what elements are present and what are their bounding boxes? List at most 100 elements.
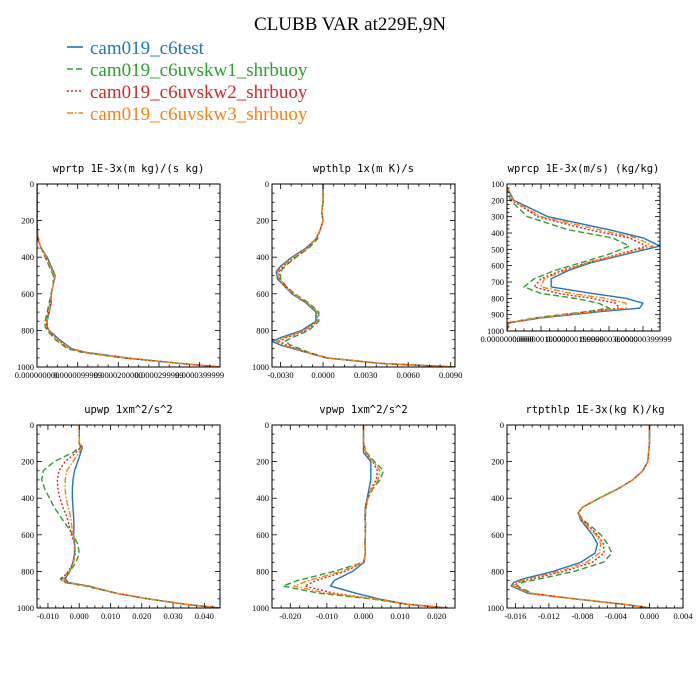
y-tick-label: 0 <box>30 179 34 189</box>
series-line-2 <box>40 425 220 608</box>
plot-frame <box>36 183 221 368</box>
y-tick-label: 200 <box>491 457 504 467</box>
panel-title: vpwp 1xm^2/s^2 <box>319 404 408 416</box>
x-tick-label: 0.0030 <box>354 370 377 380</box>
x-tick-label: 0.000 <box>354 611 373 621</box>
x-tick-label: -0.012 <box>538 611 560 621</box>
x-tick-label: 0.0000200000 <box>94 370 143 380</box>
x-tick-label: -0.0030 <box>267 370 293 380</box>
x-tick-label: -0.004 <box>605 611 628 621</box>
x-tick-label: 0.000000399999 <box>614 334 671 344</box>
panel-title: wprcp 1E-3x(m/s) (kg/kg) <box>508 163 660 175</box>
figure-title: CLUBB VAR at229E,9N <box>254 14 446 35</box>
x-tick-label: 0.020 <box>132 611 151 621</box>
series-group <box>40 425 220 608</box>
y-tick-label: 400 <box>491 228 504 238</box>
series-line-3 <box>304 425 448 608</box>
y-tick-label: 400 <box>21 493 34 503</box>
y-tick-label: 600 <box>21 530 34 540</box>
y-tick-label: 1000 <box>17 362 34 372</box>
x-tick-label: 0.0000299999 <box>135 370 184 380</box>
series-line-4 <box>62 425 220 608</box>
x-tick-label: 0.000000300000 <box>580 334 637 344</box>
series-line-4 <box>512 425 651 608</box>
y-tick-label: 700 <box>491 277 504 287</box>
series-line-3 <box>513 425 651 608</box>
panel-6: rtpthlp 1E-3x(kg K)/kg02004006008001000-… <box>487 404 693 621</box>
legend-label-2: cam019_c6uvskw1_shrbuoy <box>90 60 308 81</box>
y-tick-label: 200 <box>256 457 269 467</box>
y-tick-label: 800 <box>21 566 34 576</box>
x-tick-label: 0.0090 <box>439 370 462 380</box>
y-tick-label: 400 <box>491 493 504 503</box>
panel-3: wprcp 1E-3x(m/s) (kg/kg) 100 200 300 400 500 6… <box>480 163 671 344</box>
x-tick-label: -0.020 <box>279 611 301 621</box>
series-line-4 <box>507 186 654 331</box>
y-tick-label: 0 <box>30 420 34 430</box>
y-tick-label: 1000 <box>487 603 504 613</box>
x-tick-label: 0.000 <box>640 611 659 621</box>
series-group <box>507 186 660 331</box>
y-tick-label: 400 <box>256 252 269 262</box>
series-line-1 <box>507 186 660 331</box>
series-line-2 <box>279 184 455 367</box>
y-tick-label: 600 <box>256 530 269 540</box>
plot-frame <box>271 183 456 368</box>
y-tick-label: 800 <box>491 293 504 303</box>
series-line-1 <box>37 184 220 367</box>
series-group <box>282 425 448 608</box>
series-line-1 <box>64 425 220 608</box>
x-tick-label: 0.000000000 <box>15 370 60 380</box>
x-tick-label: 0.0000 <box>311 370 334 380</box>
x-tick-label: 0.0000099999 <box>53 370 102 380</box>
x-tick-label: 0.000000100000 <box>512 334 569 344</box>
y-tick-label: 600 <box>256 289 269 299</box>
y-tick-label: 400 <box>256 493 269 503</box>
y-tick-label: 800 <box>256 325 269 335</box>
y-tick-label: 400 <box>21 252 34 262</box>
series-line-2 <box>507 187 631 331</box>
x-tick-label: -0.010 <box>316 611 338 621</box>
y-tick-label: 600 <box>491 261 504 271</box>
x-tick-label: -0.010 <box>37 611 59 621</box>
y-tick-label: 200 <box>256 216 269 226</box>
panel-title: upwp 1xm^2/s^2 <box>84 404 173 416</box>
x-tick-label: 0.00000000000 <box>480 334 533 344</box>
y-tick-label: 800 <box>491 566 504 576</box>
x-tick-label: 0.000 <box>70 611 89 621</box>
panel-4: upwp 1xm^2/s^2 0 200 400 600 800 1000-0.010 0.0… <box>17 404 221 621</box>
x-tick-label: 0.040 <box>195 611 214 621</box>
y-tick-label: 0 <box>265 179 269 189</box>
series-line-2 <box>516 425 651 608</box>
legend-label-4: cam019_c6uvskw3_shrbuoy <box>90 104 308 125</box>
panels: wprtp 1E-3x(m kg)/(s kg) 0 200 400 600 800 100… <box>15 163 694 621</box>
panel-1: wprtp 1E-3x(m kg)/(s kg) 0 200 400 600 800 100… <box>15 163 224 380</box>
y-tick-label: 200 <box>21 457 34 467</box>
x-tick-label: 0.010 <box>391 611 410 621</box>
x-tick-label: 0.030 <box>164 611 183 621</box>
x-tick-label: 0.004 <box>673 611 693 621</box>
y-tick-label: 1000 <box>252 362 269 372</box>
y-tick-label: 600 <box>491 530 504 540</box>
y-tick-label: 0 <box>500 420 504 430</box>
panel-title: rtpthlp 1E-3x(kg K)/kg <box>525 404 664 416</box>
legend-label-1: cam019_c6test <box>90 38 205 59</box>
y-tick-label: 1000 <box>17 603 34 613</box>
y-tick-label: 200 <box>491 195 504 205</box>
panel-5: vpwp 1xm^2/s^2 0 200 400 600 800 1000 -0.020 -0.… <box>252 404 456 621</box>
series-group <box>510 425 651 608</box>
x-tick-label: 0.010 <box>101 611 120 621</box>
panel-title: wprtp 1E-3x(m kg)/(s kg) <box>53 163 205 175</box>
y-tick-label: 800 <box>21 325 34 335</box>
x-tick-label: -0.008 <box>571 611 593 621</box>
series-line-4 <box>275 184 455 367</box>
series-line-3 <box>56 425 220 608</box>
y-tick-label: 100 <box>491 179 504 189</box>
x-tick-label: -0.016 <box>504 611 526 621</box>
y-tick-label: 600 <box>21 289 34 299</box>
series-line-3 <box>278 184 455 367</box>
series-line-4 <box>37 184 220 367</box>
y-tick-label: 300 <box>491 212 504 222</box>
series-line-3 <box>37 184 220 367</box>
